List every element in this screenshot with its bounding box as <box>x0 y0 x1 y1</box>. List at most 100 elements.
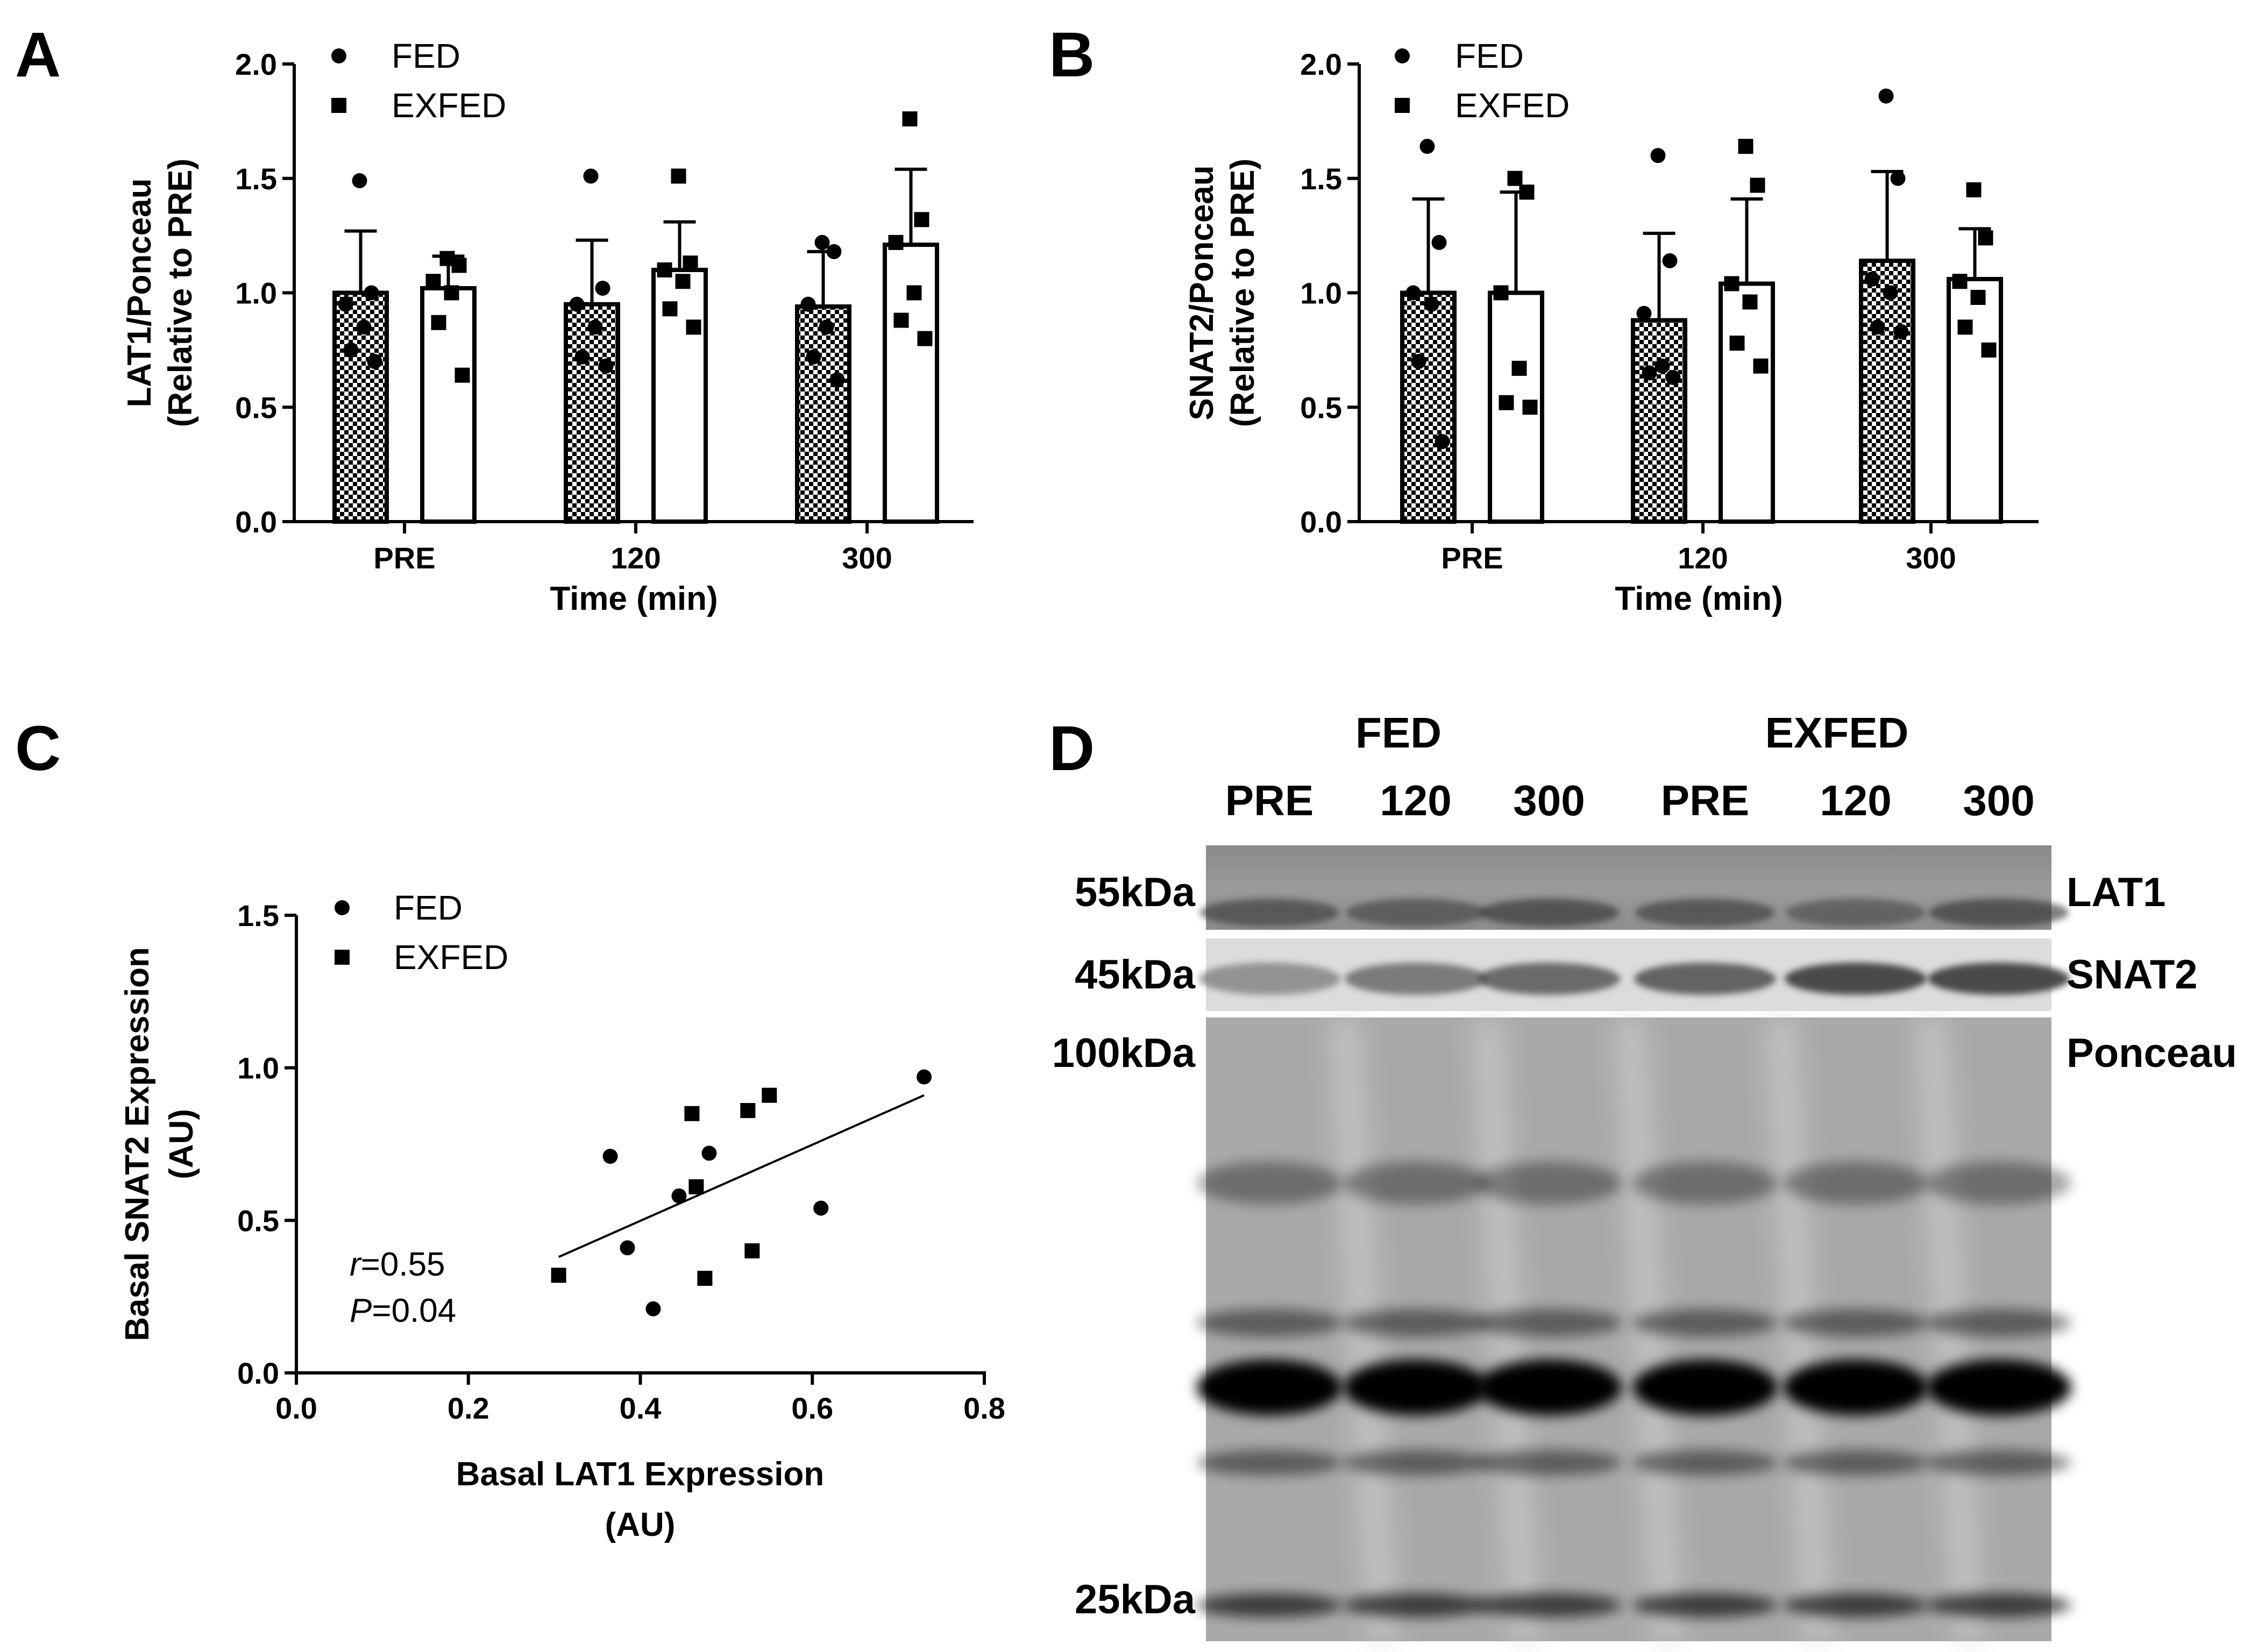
data-point-fed <box>1883 285 1898 301</box>
x-axis-title: Time (min) <box>550 580 718 617</box>
snat2-band <box>1478 963 1620 995</box>
data-point-exfed <box>662 301 678 317</box>
data-point-fed <box>602 1149 618 1164</box>
y-axis-title: SNAT2/Ponceau (Relative to PRE) <box>1183 159 1261 428</box>
data-point-exfed <box>675 274 691 289</box>
blot-lane-label: PRE <box>1225 777 1314 824</box>
ponceau-band <box>1783 1162 1928 1205</box>
legend-marker-fed <box>331 48 346 63</box>
y-tick-label: 0.5 <box>235 390 277 424</box>
data-point-exfed <box>888 234 904 250</box>
data-point-exfed <box>671 168 686 184</box>
snat2-band <box>1198 963 1340 995</box>
lat1-band <box>1635 899 1775 927</box>
data-point-fed <box>356 319 372 335</box>
data-point-fed <box>343 342 359 358</box>
data-point-fed <box>1893 324 1909 339</box>
lat1-band <box>1199 899 1339 927</box>
data-point-exfed <box>1970 290 1986 305</box>
blot-lane-label: 120 <box>1820 777 1891 824</box>
data-point-exfed <box>1742 294 1758 310</box>
blot-lane-labels: PRE 120 300 PRE 120 300 <box>1225 777 2035 824</box>
data-point-exfed <box>1966 182 1982 198</box>
ponceau-band <box>1476 1162 1622 1205</box>
bar-exfed-120 <box>1719 281 1775 524</box>
data-point-fed <box>1411 354 1426 369</box>
data-point-fed <box>1655 358 1670 374</box>
bar-fed-120 <box>1631 318 1687 524</box>
data-point-exfed <box>1493 285 1509 301</box>
chart-c-correlation: 0.0 0.5 1.0 1.5 0.0 0.2 0.4 0.6 0.8 r=0.55 P=0.04 B… <box>119 888 1005 1543</box>
lat1-band <box>1929 899 2069 927</box>
data-point-exfed <box>697 1271 713 1286</box>
data-point-fed <box>1424 296 1439 312</box>
marker-45kda: 45kDa <box>1075 952 1196 998</box>
data-point-fed <box>1650 148 1666 163</box>
ponceau-band <box>1783 1450 1928 1476</box>
chart-b-snat2: 0.0 0.5 1.0 1.5 2.0 PRE 120 300 Time (min) SNAT2/… <box>1183 37 2039 617</box>
ponceau-band <box>1632 1309 1778 1337</box>
snat2-band <box>1928 963 2070 995</box>
data-point-exfed <box>914 212 929 227</box>
marker-55kda: 55kDa <box>1075 870 1196 915</box>
x-tick-label: 0.4 <box>620 1391 662 1425</box>
data-point-fed <box>364 285 379 301</box>
ponceau-band <box>1476 1593 1622 1617</box>
data-point-fed <box>1878 88 1894 104</box>
legend-marker-fed <box>335 900 350 915</box>
bar-fed-pre <box>1400 290 1457 524</box>
data-point-fed <box>917 1069 932 1085</box>
data-point-exfed <box>444 285 459 301</box>
data-point-exfed <box>1507 170 1523 186</box>
y-axis-title: LAT1/Ponceau (Relative to PRE) <box>121 159 199 428</box>
target-snat2: SNAT2 <box>2067 952 2198 998</box>
target-lat1: LAT1 <box>2067 870 2165 915</box>
legend-marker-fed <box>1395 48 1410 63</box>
data-point-fed <box>671 1188 687 1204</box>
ponceau-band <box>1632 1359 1778 1415</box>
y-tick-label: 0.5 <box>1300 390 1342 424</box>
data-point-exfed <box>1957 319 1973 335</box>
blot-lane-label: 120 <box>1380 777 1451 824</box>
legend-label-exfed: EXFED <box>392 86 506 125</box>
ponceau-bands <box>1197 1017 2071 1641</box>
ponceau-band <box>1197 1162 1342 1205</box>
data-point-fed <box>1405 285 1421 301</box>
x-tick-label: 300 <box>842 541 892 575</box>
western-blot: FED EXFED PRE 120 300 PRE 120 300 55kDa 45kDa… <box>1052 709 2237 1641</box>
data-point-fed <box>598 358 614 374</box>
ponceau-band <box>1343 1593 1488 1617</box>
ponceau-band <box>1926 1162 2071 1205</box>
x-tick-label: 0.0 <box>275 1391 317 1425</box>
lat1-band <box>1786 899 1926 927</box>
data-point-fed <box>819 319 834 335</box>
y-tick-label: 0.0 <box>1300 505 1342 539</box>
x-tick-label: PRE <box>1441 541 1503 575</box>
data-point-fed <box>352 173 367 189</box>
data-point-fed <box>574 349 590 365</box>
legend-label-fed: FED <box>1455 37 1524 75</box>
data-point-exfed <box>917 331 933 346</box>
ponceau-band <box>1632 1593 1778 1617</box>
bar-exfed-120 <box>651 267 708 524</box>
x-tick-label: 0.8 <box>963 1391 1005 1425</box>
bar-exfed-300 <box>1947 276 2003 524</box>
data-point-fed <box>1665 369 1681 385</box>
data-point-exfed <box>893 312 909 328</box>
lat1-band <box>1346 899 1486 927</box>
x-tick-label: 300 <box>1906 541 1956 575</box>
marker-100kda: 100kDa <box>1052 1030 1196 1076</box>
data-point-fed <box>814 234 830 250</box>
bar-fed-300 <box>795 304 851 524</box>
data-point-exfed <box>1750 177 1765 193</box>
data-point-exfed <box>455 367 470 383</box>
snat2-band <box>1345 963 1487 995</box>
data-point-exfed <box>902 111 918 127</box>
data-point-exfed <box>1511 360 1527 376</box>
data-point-exfed <box>1729 336 1745 351</box>
ponceau-band <box>1343 1162 1488 1205</box>
data-point-fed <box>367 354 382 369</box>
data-point-exfed <box>688 1179 704 1194</box>
x-tick-label: PRE <box>373 541 435 575</box>
regression-line <box>558 1094 925 1258</box>
